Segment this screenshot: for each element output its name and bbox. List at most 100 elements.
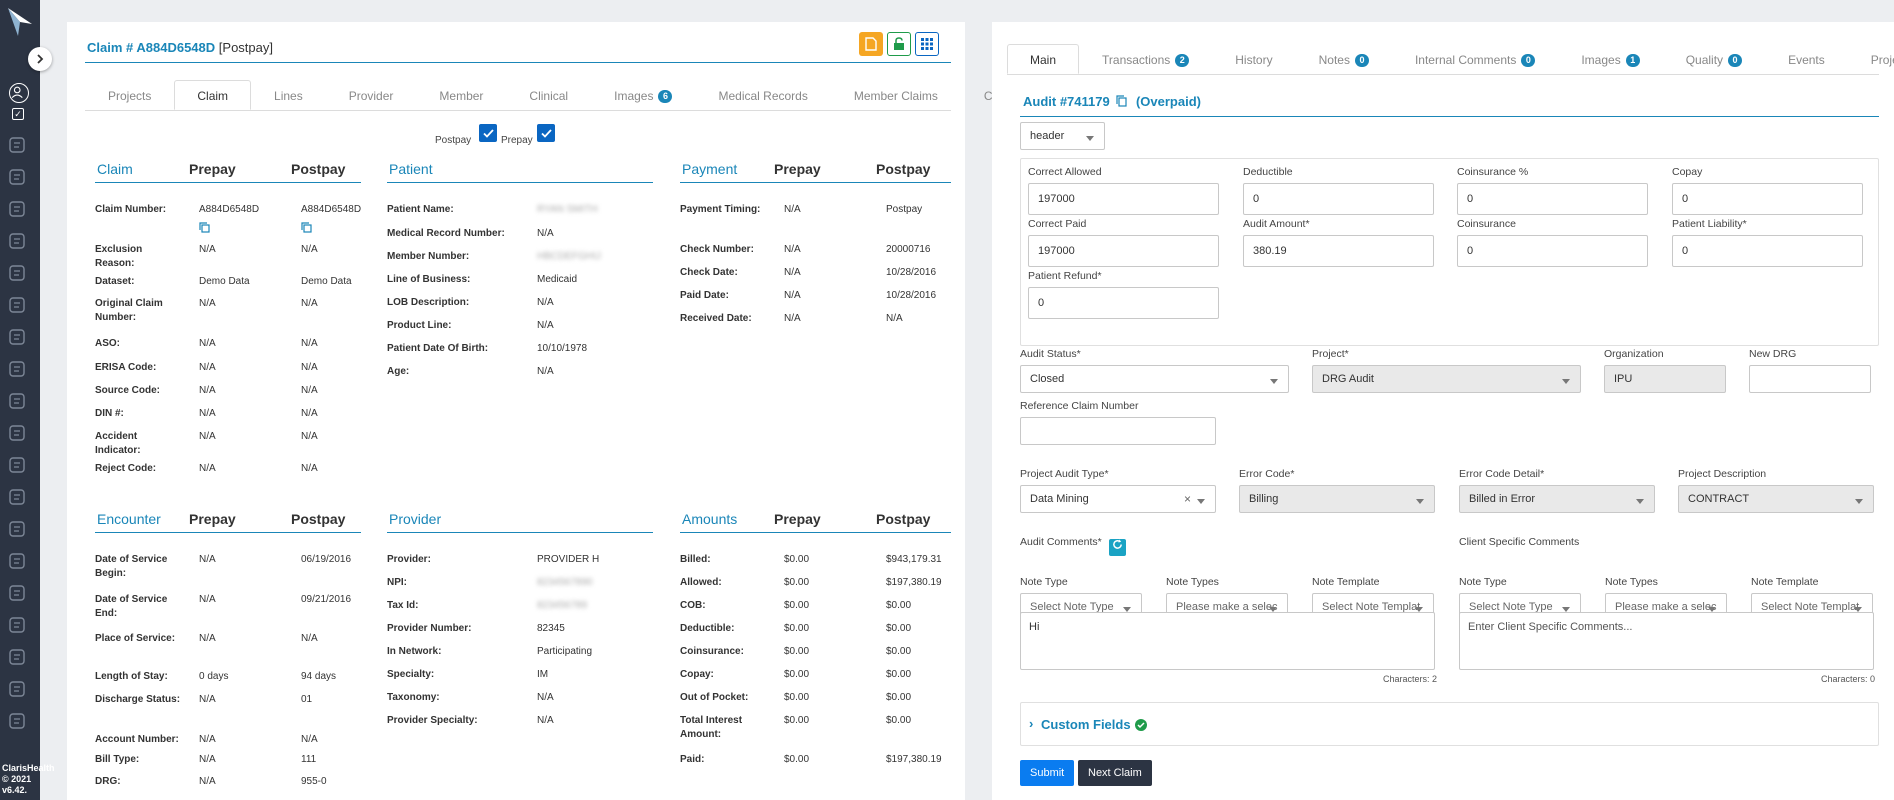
custom-fields-panel[interactable]: › Custom Fields [1020, 702, 1879, 746]
chevron-right-icon: › [1029, 716, 1034, 731]
clipboard-icon[interactable] [8, 456, 26, 474]
list-icon[interactable] [8, 168, 26, 186]
section-header: Patient [387, 157, 653, 183]
field-label: New DRG [1749, 348, 1797, 360]
report-icon[interactable] [8, 328, 26, 346]
audit-tab-transactions[interactable]: Transactions 2 [1079, 44, 1212, 74]
audit-amount-input[interactable]: 380.19 [1243, 235, 1434, 267]
tab-projects[interactable]: Projects [85, 80, 174, 110]
thermometer-icon[interactable] [8, 360, 26, 378]
next-claim-button[interactable]: Next Claim [1078, 760, 1152, 786]
correct-paid-input[interactable]: 197000 [1028, 235, 1219, 267]
unlock-button[interactable] [887, 32, 911, 56]
compass-icon[interactable] [8, 232, 26, 250]
tab-images[interactable]: Images 6 [591, 80, 695, 110]
pen-icon[interactable] [8, 648, 26, 666]
field-label: Copay [1672, 166, 1703, 178]
audit-tab-project-info[interactable]: Project Info [1848, 44, 1894, 74]
row-prepay-value: N/A [199, 554, 216, 565]
section-header: Payment Prepay Postpay [680, 157, 951, 183]
tab-member-claims[interactable]: Member Claims [831, 80, 961, 110]
tab-medical-records[interactable]: Medical Records [695, 80, 830, 110]
new-drg-input[interactable] [1749, 365, 1871, 393]
field-label: Note Type [1020, 576, 1068, 588]
money-icon[interactable] [8, 392, 26, 410]
row-prepay-value: $0.00 [784, 692, 810, 703]
clear-icon[interactable]: × [1183, 492, 1191, 506]
document-icon[interactable] [8, 488, 26, 506]
project-input[interactable]: DRG Audit [1312, 365, 1581, 393]
lightbulb-icon[interactable] [8, 264, 26, 282]
dashboard-icon[interactable] [8, 136, 26, 154]
tab-lines[interactable]: Lines [251, 80, 326, 110]
copy-icon[interactable] [1116, 95, 1127, 107]
file-text-icon[interactable] [8, 616, 26, 634]
project-description-input[interactable]: CONTRACT [1678, 485, 1874, 513]
copy-icon[interactable] [301, 222, 312, 233]
refresh-button[interactable] [1108, 539, 1126, 556]
file-icon[interactable] [8, 520, 26, 538]
audit-tab-images[interactable]: Images 1 [1558, 44, 1662, 74]
input-value: 0 [1467, 193, 1474, 205]
avatar[interactable] [9, 83, 29, 103]
deductible-input[interactable]: 0 [1243, 183, 1434, 215]
tab-clinical[interactable]: Clinical [506, 80, 591, 110]
document-button[interactable] [859, 32, 883, 56]
project-audit-type-field: Project Audit Type* Data Mining × [1020, 468, 1216, 513]
input-value: 197000 [1038, 193, 1075, 205]
audit-tab-internal-comments[interactable]: Internal Comments 0 [1392, 44, 1558, 74]
coinsurance-pct-input[interactable]: 0 [1457, 183, 1648, 215]
list-alt-icon[interactable] [8, 200, 26, 218]
view-select[interactable]: header [1020, 122, 1105, 150]
tab-provider[interactable]: Provider [326, 80, 417, 110]
field-label: Error Code Detail* [1459, 468, 1545, 480]
field-label: Coinsurance % [1457, 166, 1529, 178]
hand-icon[interactable] [8, 424, 26, 442]
audit-tab-history[interactable]: History [1212, 44, 1295, 74]
row-postpay-value: N/A [886, 313, 903, 324]
audit-tab-quality[interactable]: Quality 0 [1663, 44, 1765, 74]
tab-label: Medical Records [718, 89, 808, 103]
error-code-detail-input[interactable]: Billed in Error [1459, 485, 1655, 513]
chevron-down-icon [1197, 499, 1205, 504]
audit-tab-notes[interactable]: Notes 0 [1296, 44, 1392, 74]
field-label: Project Description [1678, 468, 1767, 480]
claim-title: Claim # A884D6548D [Postpay] [87, 40, 273, 55]
audit-tab-events[interactable]: Events [1765, 44, 1848, 74]
row-prepay-value: N/A [784, 313, 801, 324]
coinsurance-input[interactable]: 0 [1457, 235, 1648, 267]
graduation-icon[interactable] [8, 712, 26, 730]
error-code-input[interactable]: Billing [1239, 485, 1435, 513]
tab-member[interactable]: Member [416, 80, 506, 110]
bank-icon[interactable] [8, 584, 26, 602]
row-prepay-value: N/A [199, 594, 216, 605]
amounts-section: Amounts Prepay Postpay Billed: $0.00 $943,179… [680, 507, 951, 765]
globe-icon[interactable] [8, 552, 26, 570]
correct-allowed-input[interactable]: 197000 [1028, 183, 1219, 215]
input-value: DRG Audit [1322, 373, 1374, 385]
row-postpay-value: $197,380.19 [886, 577, 942, 588]
sidebar-toggle-button[interactable] [28, 47, 52, 71]
project-audit-type-input[interactable]: Data Mining × [1020, 485, 1216, 513]
tab-claim[interactable]: Claim [174, 80, 252, 110]
submit-button[interactable]: Submit [1020, 760, 1075, 786]
audit-comments-textarea[interactable]: Hi [1020, 612, 1435, 670]
organization-input[interactable]: IPU [1604, 365, 1726, 393]
grid-menu-button[interactable] [915, 32, 939, 56]
notes-icon[interactable] [8, 680, 26, 698]
patient-refund-input[interactable]: 0 [1028, 287, 1219, 319]
copay-input[interactable]: 0 [1672, 183, 1863, 215]
copy-icon[interactable] [199, 222, 210, 233]
postpay-checkbox[interactable] [479, 124, 497, 142]
row-label: ERISA Code: [95, 362, 157, 373]
audit-status-input[interactable]: Closed [1020, 365, 1289, 393]
ref-claim-input[interactable] [1020, 417, 1216, 445]
gauge-icon[interactable] [8, 296, 26, 314]
patient-liability-input[interactable]: 0 [1672, 235, 1863, 267]
row-label: Provider Specialty: [387, 715, 478, 726]
input-value: 0 [1467, 245, 1474, 257]
audit-tab-main[interactable]: Main [1007, 44, 1080, 74]
client-comments-textarea[interactable]: Enter Client Specific Comments... [1459, 612, 1874, 670]
user-menu-checkbox[interactable]: ✓ [12, 108, 24, 120]
prepay-checkbox[interactable] [537, 124, 555, 142]
